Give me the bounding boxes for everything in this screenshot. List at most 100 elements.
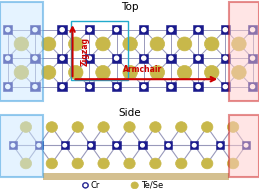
- Circle shape: [142, 85, 146, 89]
- Circle shape: [63, 144, 67, 147]
- Circle shape: [20, 158, 32, 169]
- Bar: [193, 25, 203, 34]
- Circle shape: [223, 28, 227, 32]
- Bar: [3, 54, 12, 63]
- Bar: [30, 25, 40, 34]
- Circle shape: [196, 85, 200, 89]
- Circle shape: [177, 65, 192, 79]
- Text: Zigzag: Zigzag: [81, 37, 90, 67]
- Circle shape: [33, 85, 37, 89]
- Circle shape: [177, 37, 192, 51]
- Bar: [30, 82, 40, 91]
- Circle shape: [98, 122, 109, 132]
- Bar: [85, 25, 94, 34]
- Circle shape: [250, 56, 255, 60]
- Circle shape: [250, 28, 255, 32]
- Bar: [229, 2, 259, 101]
- Circle shape: [244, 144, 248, 147]
- Circle shape: [223, 85, 227, 89]
- Circle shape: [72, 158, 83, 169]
- Bar: [166, 82, 176, 91]
- Circle shape: [196, 28, 200, 32]
- Circle shape: [60, 85, 64, 89]
- Bar: [112, 141, 121, 149]
- Circle shape: [223, 56, 227, 60]
- Bar: [229, 115, 259, 177]
- Circle shape: [33, 28, 37, 32]
- Circle shape: [167, 144, 170, 147]
- Circle shape: [176, 122, 187, 132]
- Circle shape: [115, 144, 118, 147]
- Text: Top: Top: [121, 2, 138, 12]
- Circle shape: [82, 182, 89, 188]
- Circle shape: [114, 85, 119, 89]
- Circle shape: [150, 158, 161, 169]
- Bar: [164, 141, 172, 149]
- Bar: [3, 25, 12, 34]
- Bar: [57, 82, 67, 91]
- Bar: [9, 141, 17, 149]
- Bar: [0, 2, 43, 101]
- Circle shape: [37, 144, 41, 147]
- Circle shape: [33, 56, 37, 60]
- Bar: [221, 82, 230, 91]
- Circle shape: [150, 122, 161, 132]
- Circle shape: [227, 158, 239, 169]
- Bar: [112, 25, 121, 34]
- Bar: [216, 141, 224, 149]
- Bar: [190, 141, 198, 149]
- Text: Side: Side: [118, 108, 141, 118]
- Circle shape: [142, 56, 146, 60]
- Circle shape: [124, 158, 135, 169]
- Circle shape: [131, 182, 138, 189]
- Bar: [30, 54, 40, 63]
- Circle shape: [20, 122, 32, 132]
- Circle shape: [169, 85, 173, 89]
- Bar: [193, 82, 203, 91]
- Text: Armchair: Armchair: [123, 65, 162, 74]
- Bar: [85, 82, 94, 91]
- Circle shape: [14, 65, 29, 79]
- Bar: [166, 25, 176, 34]
- Bar: [112, 82, 121, 91]
- Circle shape: [46, 158, 57, 169]
- Circle shape: [202, 158, 213, 169]
- Circle shape: [176, 158, 187, 169]
- Circle shape: [87, 56, 91, 60]
- Circle shape: [98, 158, 109, 169]
- Bar: [61, 141, 69, 149]
- Circle shape: [60, 28, 64, 32]
- Bar: [139, 82, 148, 91]
- Bar: [139, 54, 148, 63]
- Bar: [248, 82, 257, 91]
- Circle shape: [69, 65, 83, 79]
- Circle shape: [192, 144, 196, 147]
- Bar: [57, 25, 67, 34]
- Circle shape: [232, 37, 246, 51]
- Circle shape: [6, 56, 10, 60]
- Circle shape: [87, 28, 91, 32]
- Bar: [242, 141, 250, 149]
- Bar: [3, 82, 12, 91]
- Circle shape: [169, 56, 173, 60]
- Circle shape: [150, 65, 165, 79]
- Circle shape: [124, 122, 135, 132]
- Bar: [71, 21, 128, 81]
- Bar: [248, 54, 257, 63]
- Circle shape: [11, 144, 15, 147]
- Circle shape: [69, 37, 83, 51]
- Bar: [248, 25, 257, 34]
- Bar: [221, 25, 230, 34]
- Bar: [138, 141, 147, 149]
- Circle shape: [232, 65, 246, 79]
- Circle shape: [141, 144, 144, 147]
- Circle shape: [142, 28, 146, 32]
- Circle shape: [96, 65, 110, 79]
- Bar: [166, 54, 176, 63]
- Circle shape: [123, 65, 138, 79]
- Circle shape: [84, 184, 87, 187]
- Circle shape: [14, 37, 29, 51]
- Circle shape: [123, 37, 138, 51]
- Circle shape: [227, 122, 239, 132]
- Circle shape: [250, 85, 255, 89]
